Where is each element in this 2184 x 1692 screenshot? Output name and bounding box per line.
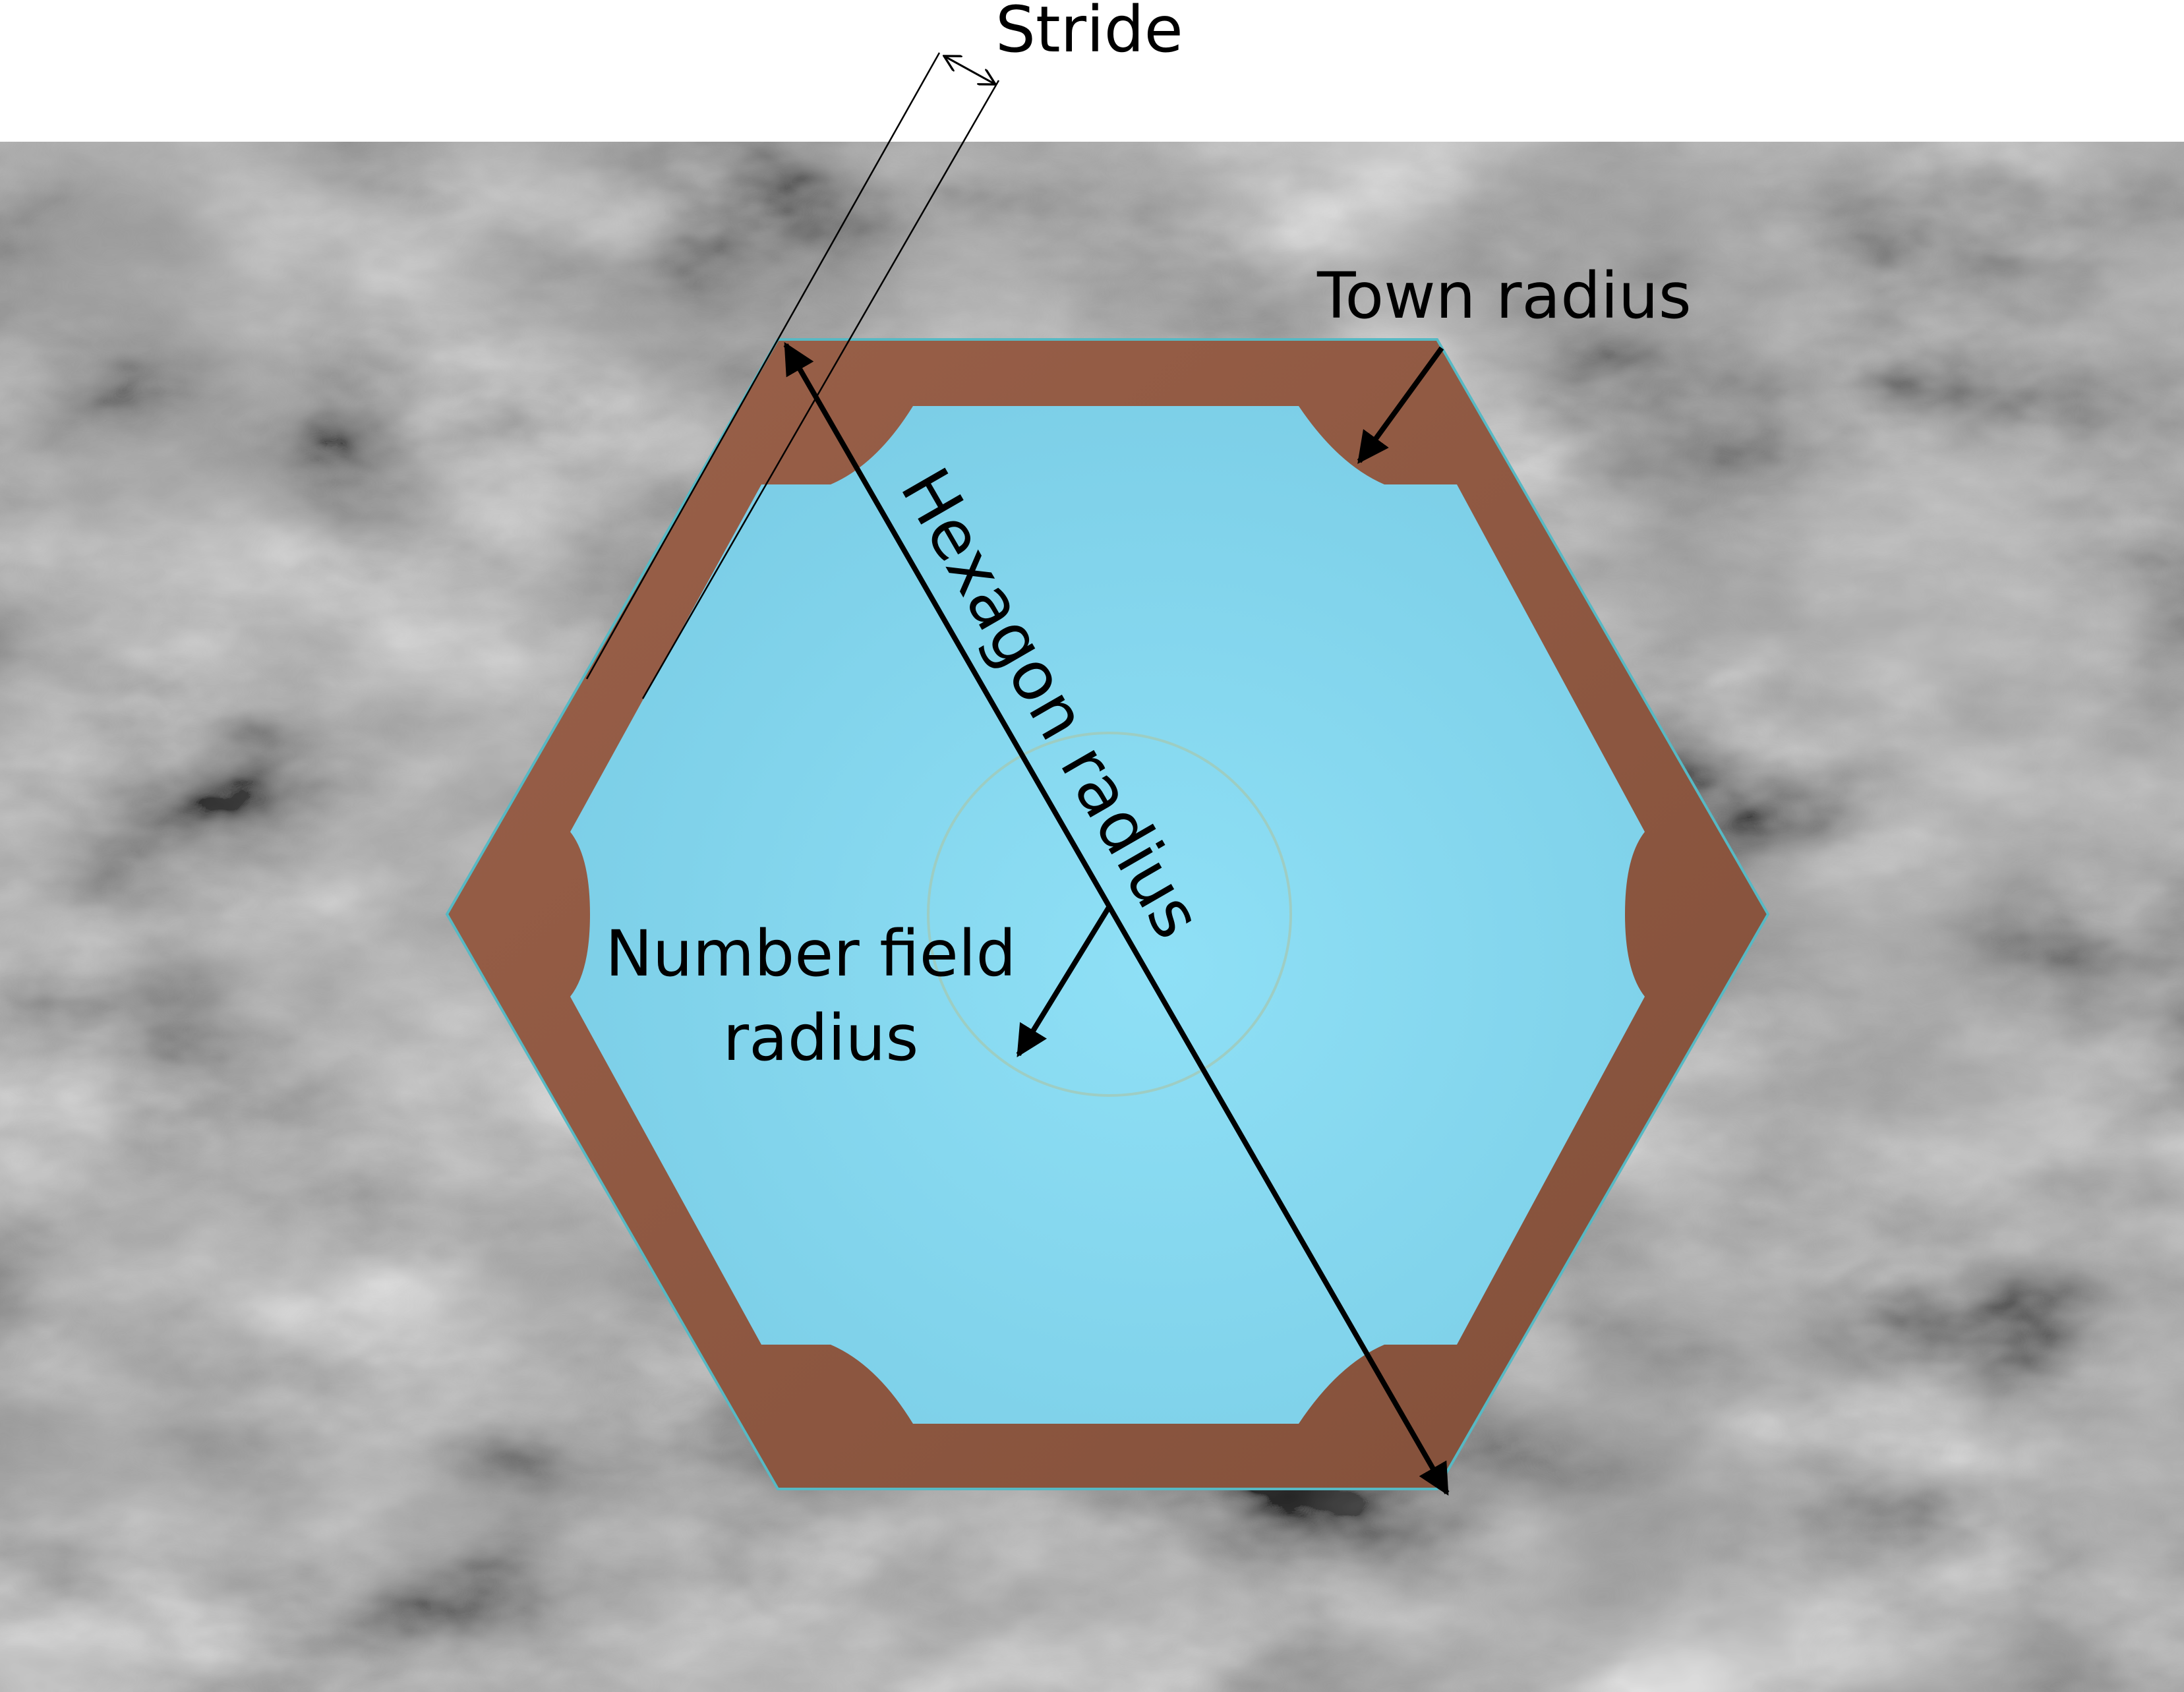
number-field-radius-label-line1: Number field <box>605 917 1016 991</box>
town-radius-arrow <box>1357 346 1444 464</box>
hexagon-radius-arrow <box>783 341 1450 1496</box>
number-field-radius-arrow <box>1016 904 1112 1058</box>
number-field-radius-label-line2: radius <box>723 1001 919 1075</box>
number-field-radius-label: Number field radius <box>605 917 1036 1075</box>
town-radius-label: Town radius <box>1316 259 1692 333</box>
stride-label: Stride <box>995 0 1183 67</box>
water-field <box>570 406 1645 1424</box>
